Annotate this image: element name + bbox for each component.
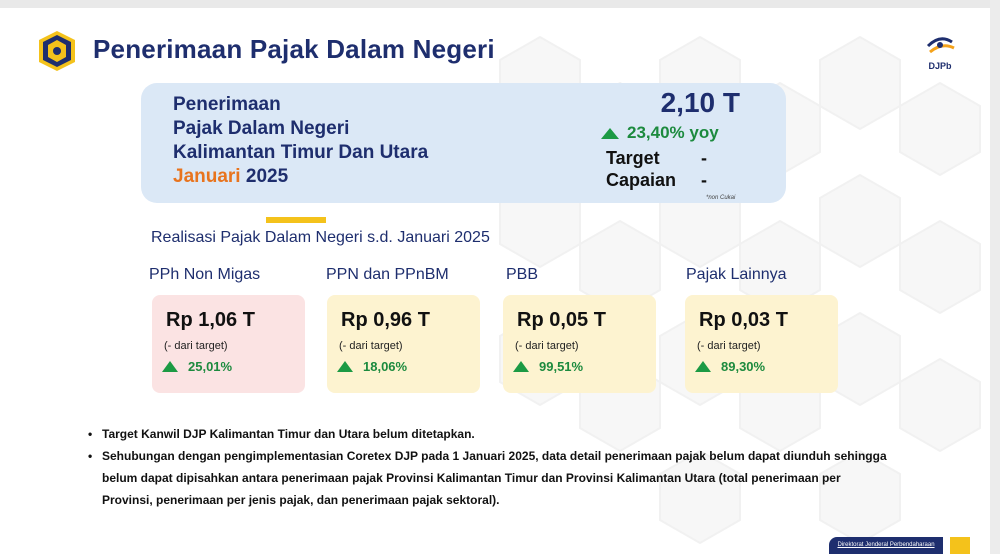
bullet-icon: • <box>88 449 93 463</box>
card-value: Rp 0,05 T <box>517 309 606 331</box>
card-growth: 89,30% <box>695 359 765 374</box>
summary-line-3: Kalimantan Timur Dan Utara <box>173 142 429 163</box>
category-title-pbb: PBB <box>506 266 539 283</box>
summary-total: 2,10 T <box>660 87 740 118</box>
triangle-up-icon <box>695 361 711 372</box>
summary-yoy-value: 23,40% yoy <box>627 123 719 142</box>
card-growth-value: 18,06% <box>363 359 408 374</box>
card-pbb: Rp 0,05 T (- dari target) 99,51% <box>503 295 656 393</box>
card-pph: Rp 1,06 T (- dari target) 25,01% <box>152 295 305 393</box>
card-lainnya: Rp 0,03 T (- dari target) 89,30% <box>685 295 838 393</box>
section-subtitle: Realisasi Pajak Dalam Negeri s.d. Januar… <box>151 229 490 246</box>
notes-list: • Target Kanwil DJP Kalimantan Timur dan … <box>88 423 888 511</box>
card-growth: 18,06% <box>337 359 407 374</box>
summary-target-block: Target - Capaian - <box>606 147 707 191</box>
triangle-up-icon <box>162 361 178 372</box>
page-title: Penerimaan Pajak Dalam Negeri <box>93 34 495 64</box>
summary-period: Januari 2025 <box>173 165 428 189</box>
card-growth: 25,01% <box>162 359 232 374</box>
capaian-label: Capaian <box>606 170 677 190</box>
accent-bar <box>266 217 326 223</box>
card-target: (- dari target) <box>697 340 761 352</box>
summary-yoy: 23,40% yoy <box>601 123 719 143</box>
category-title-lainnya: Pajak Lainnya <box>686 266 787 283</box>
summary-line-2: Pajak Dalam Negeri <box>173 118 350 139</box>
list-item: • Target Kanwil DJP Kalimantan Timur dan … <box>88 423 888 445</box>
category-title-pph: PPh Non Migas <box>149 266 261 283</box>
note-text: Sehubungan dengan pengimplementasian Cor… <box>102 449 887 507</box>
card-target: (- dari target) <box>515 340 579 352</box>
bullet-icon: • <box>88 427 93 441</box>
frame-right <box>990 0 1000 554</box>
category-title-ppn: PPN dan PPnBM <box>326 266 449 283</box>
card-growth-value: 99,51% <box>539 359 584 374</box>
card-value: Rp 0,96 T <box>341 309 430 331</box>
djpb-logo-icon <box>926 37 955 54</box>
footer-accent <box>950 537 970 554</box>
card-growth-value: 89,30% <box>721 359 766 374</box>
summary-note: *non Cukai <box>706 195 736 201</box>
list-item: • Sehubungan dengan pengimplementasian Co… <box>88 445 888 511</box>
djpb-brand: DJPb <box>920 32 960 71</box>
card-growth: 99,51% <box>513 359 583 374</box>
card-target: (- dari target) <box>339 340 403 352</box>
summary-line-1: Penerimaan <box>173 94 281 115</box>
note-text: Target Kanwil DJP Kalimantan Timur dan U… <box>102 427 475 441</box>
triangle-up-icon <box>337 361 353 372</box>
hexagon-background <box>499 35 981 545</box>
footer-tab: Direktorat Jenderal Perbendaharaan <box>829 537 943 554</box>
triangle-up-icon <box>601 127 619 139</box>
frame-top <box>0 0 1000 8</box>
summary-period-month: Januari <box>173 166 241 187</box>
target-value: - <box>701 148 707 168</box>
card-value: Rp 0,03 T <box>699 309 788 331</box>
footer-label: Direktorat Jenderal Perbendaharaan <box>837 542 935 548</box>
summary-period-year: 2025 <box>245 166 289 187</box>
triangle-up-icon <box>513 361 529 372</box>
card-value: Rp 1,06 T <box>166 309 255 331</box>
card-growth-value: 25,01% <box>188 359 233 374</box>
djpb-label: DJPb <box>928 61 952 71</box>
capaian-value: - <box>701 170 707 190</box>
card-ppn: Rp 0,96 T (- dari target) 18,06% <box>327 295 480 393</box>
summary-heading: Penerimaan Pajak Dalam Negeri Kalimantan… <box>173 93 428 189</box>
summary-panel: Penerimaan Pajak Dalam Negeri Kalimantan… <box>141 83 786 203</box>
kemenkeu-emblem-icon <box>39 31 75 71</box>
target-label: Target <box>606 148 660 168</box>
card-target: (- dari target) <box>164 340 228 352</box>
